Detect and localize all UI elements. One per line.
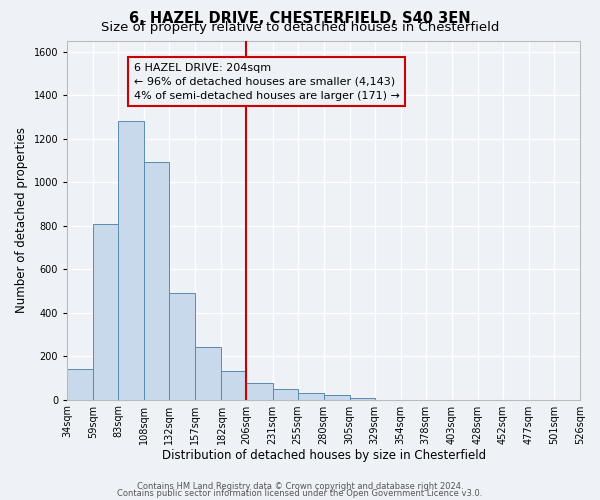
Text: Size of property relative to detached houses in Chesterfield: Size of property relative to detached ho…: [101, 21, 499, 34]
Bar: [247, 384, 272, 400]
Bar: [350, 398, 374, 400]
Bar: [298, 393, 323, 400]
Bar: [196, 348, 221, 400]
Bar: [67, 369, 93, 400]
Bar: [272, 388, 298, 400]
Text: 6, HAZEL DRIVE, CHESTERFIELD, S40 3EN: 6, HAZEL DRIVE, CHESTERFIELD, S40 3EN: [129, 11, 471, 26]
Text: 6 HAZEL DRIVE: 204sqm
← 96% of detached houses are smaller (4,143)
4% of semi-de: 6 HAZEL DRIVE: 204sqm ← 96% of detached …: [134, 62, 400, 100]
Text: Contains HM Land Registry data © Crown copyright and database right 2024.: Contains HM Land Registry data © Crown c…: [137, 482, 463, 491]
Bar: [221, 372, 247, 400]
Bar: [323, 395, 350, 400]
Bar: [169, 293, 196, 400]
Bar: [118, 122, 145, 400]
Bar: [145, 162, 169, 400]
Text: Contains public sector information licensed under the Open Government Licence v3: Contains public sector information licen…: [118, 488, 482, 498]
Bar: [93, 224, 118, 400]
Y-axis label: Number of detached properties: Number of detached properties: [15, 128, 28, 314]
X-axis label: Distribution of detached houses by size in Chesterfield: Distribution of detached houses by size …: [161, 450, 485, 462]
